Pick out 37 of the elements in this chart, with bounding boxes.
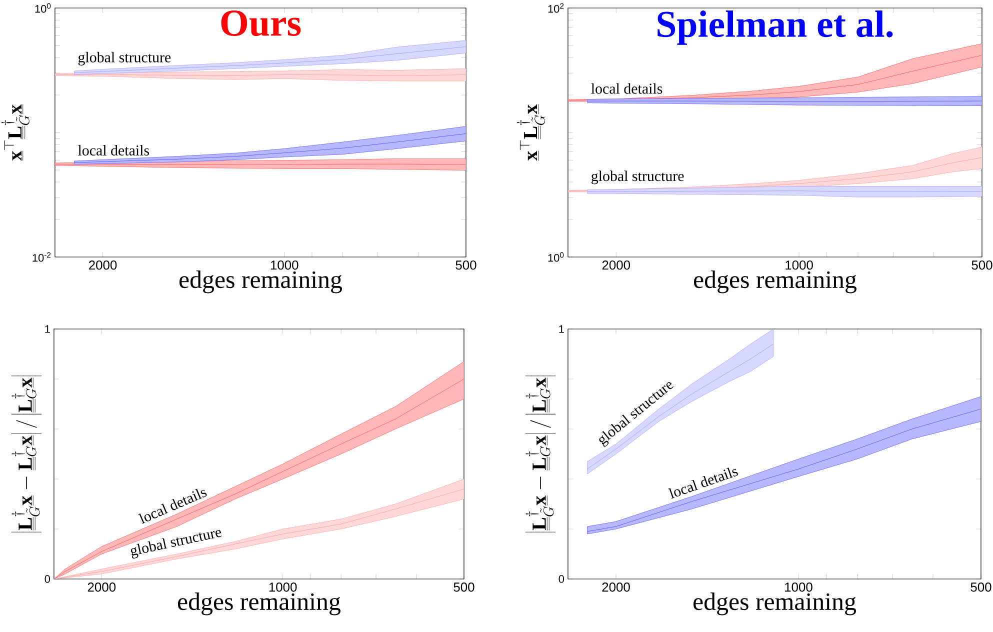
x-tick-label: 1000 bbox=[786, 260, 813, 270]
series-label: local details bbox=[78, 145, 149, 156]
series-label: global structure bbox=[78, 52, 171, 66]
text: global structure bbox=[130, 530, 222, 558]
y-tick-label: 0 bbox=[558, 575, 564, 583]
x-axis-title: edges remaining bbox=[179, 270, 342, 294]
y-axis-title: $\left|\underline{\underline{\mathbf{L}}}^{\dagger}_{\tilde{G}}\underline{\mathbf{x}}-\underline{\underline{\mathbf{L}}}^{\dagger}_{G}\underline{\mathbf{x}}\right|\Big/\left|\underline{\underline{\mathbf{L}}}^{\dagger}_{G}\underline{\mathbf{x}}\right|$ bbox=[11, 376, 42, 532]
y-axis-title: $\underline{\mathbf{x}}^{\top}\underline{\underline{\mathbf{L}}}^{\dagger}_{\tilde{G}}\underline{\mathbf{x}}$ bbox=[1, 104, 30, 161]
text: local details bbox=[138, 488, 207, 524]
y-tick-label: 0 bbox=[44, 575, 50, 583]
y-tick-label: 1 bbox=[45, 325, 50, 333]
y-axis-title: $\left|\underline{\underline{\mathbf{L}}}^{\dagger}_{\tilde{G}}\underline{\mathbf{x}}-\underline{\underline{\mathbf{L}}}^{\dagger}_{G}\underline{\mathbf{x}}\right|\Big/\left|\underline{\underline{\mathbf{L}}}^{\dagger}_{G}\underline{\mathbf{x}}\right|$ bbox=[525, 376, 556, 532]
x-tick-label: 1000 bbox=[269, 582, 297, 592]
y-tick-label: 10$^{0}$ bbox=[548, 252, 564, 262]
x-tick-label: 1000 bbox=[270, 260, 298, 270]
chart-title: Spielman et al. bbox=[658, 10, 893, 45]
y-tick-label: 10$^{-2}$ bbox=[32, 252, 51, 262]
x-tick-label: 2000 bbox=[602, 582, 630, 592]
x-tick-label: 2000 bbox=[89, 260, 117, 270]
x-axis-title: edges remaining bbox=[693, 592, 856, 616]
y-tick-label: 10$^{0}$ bbox=[35, 3, 51, 13]
series-label: global structure bbox=[592, 170, 684, 184]
y-tick-label: 1 bbox=[559, 325, 564, 333]
text: local details bbox=[668, 468, 738, 499]
x-tick-label: 500 bbox=[970, 582, 992, 592]
y-axis-title: $\underline{\mathbf{x}}^{\top}\underline{\underline{\mathbf{L}}}^{\dagger}_{\tilde{G}}\underline{\mathbf{x}}$ bbox=[517, 104, 545, 161]
x-tick-label: 500 bbox=[454, 582, 474, 592]
x-tick-label: 1000 bbox=[785, 582, 812, 592]
x-axis-title: edges remaining bbox=[178, 592, 340, 616]
y-tick-label: 10$^{2}$ bbox=[548, 3, 564, 13]
x-tick-label: 2000 bbox=[602, 260, 630, 270]
series-label: local details bbox=[591, 83, 662, 94]
chart-title: Ours bbox=[221, 10, 301, 36]
x-tick-label: 500 bbox=[456, 260, 476, 270]
x-axis-title: edges remaining bbox=[694, 270, 856, 294]
x-tick-label: 2000 bbox=[88, 582, 116, 592]
x-tick-label: 500 bbox=[972, 260, 992, 270]
